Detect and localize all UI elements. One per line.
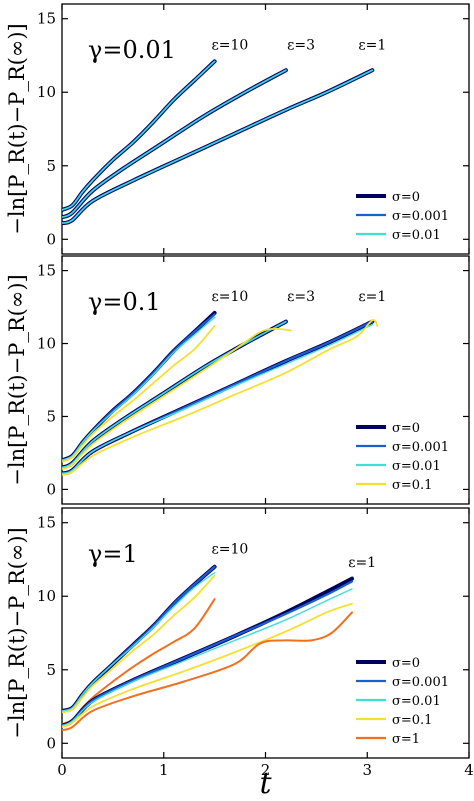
epsilon-annotation: ε=10 — [211, 38, 248, 54]
series-line — [62, 320, 374, 475]
y-axis-label: −ln[P_R(t)−P_R(∞)] — [5, 274, 29, 485]
y-axis-label: −ln[P_R(t)−P_R(∞)] — [5, 527, 29, 738]
legend-label: σ=0 — [392, 656, 420, 671]
legend: σ=0 σ=0.001 σ=0.01 σ=0.1 σ=1 — [356, 656, 449, 747]
legend-label: σ=1 — [392, 732, 420, 747]
series-line — [62, 320, 287, 469]
y-tick-label: 0 — [46, 230, 56, 248]
panel-1: 0 5 10 15 −ln[P_R(t)−P_R(∞)] γ=0.01 ε=10 ε=3 ε=1… — [5, 3, 470, 255]
series-group — [62, 59, 375, 226]
series-line — [62, 327, 292, 470]
series-line — [62, 68, 288, 220]
y-tick-label: 15 — [37, 10, 56, 28]
y-tick-label: 10 — [37, 83, 56, 101]
x-tick-label: 4 — [464, 761, 474, 779]
epsilon-annotation: ε=1 — [358, 38, 386, 54]
y-tick-label: 15 — [37, 514, 56, 532]
epsilon-annotation: ε=1 — [348, 555, 376, 571]
panel-label: γ=1 — [88, 540, 138, 568]
x-tick-label: 0 — [57, 761, 67, 779]
legend-label: σ=0.01 — [392, 694, 441, 709]
series-line — [62, 602, 353, 728]
legend-label: σ=0.01 — [392, 228, 441, 243]
series-line — [62, 316, 216, 461]
legend-label: σ=0.1 — [392, 478, 432, 493]
series-line — [62, 320, 287, 469]
x-tick-label: 2 — [261, 761, 271, 779]
panel-label: γ=0.1 — [88, 288, 161, 316]
panel-2: 0 5 10 15 −ln[P_R(t)−P_R(∞)] γ=0.1 ε=10 ε=3 ε=1 σ… — [5, 255, 470, 505]
series-group — [62, 310, 379, 476]
series-line — [62, 588, 353, 727]
epsilon-annotation: ε=1 — [358, 289, 386, 305]
legend: σ=0 σ=0.001 σ=0.01 — [356, 190, 449, 243]
series-line — [62, 611, 353, 732]
legend-label: σ=0.001 — [392, 440, 449, 455]
series-group — [62, 564, 354, 732]
panel-label: γ=0.01 — [88, 36, 176, 64]
legend-label: σ=0.001 — [392, 209, 449, 224]
series-line — [62, 325, 216, 463]
series-line — [62, 69, 287, 218]
epsilon-annotation: ε=3 — [287, 289, 315, 305]
y-tick-label: 10 — [37, 335, 56, 353]
epsilon-annotation: ε=3 — [287, 38, 315, 54]
series-line — [62, 319, 379, 476]
y-tick-label: 5 — [46, 157, 56, 175]
y-axis-label: −ln[P_R(t)−P_R(∞)] — [5, 23, 29, 234]
epsilon-annotation: ε=10 — [211, 542, 248, 558]
legend-label: σ=0.1 — [392, 713, 432, 728]
x-tick-label: 3 — [362, 761, 372, 779]
x-tick-label: 1 — [159, 761, 169, 779]
y-tick-label: 0 — [46, 480, 56, 498]
epsilon-annotation: ε=10 — [211, 289, 248, 305]
y-tick-label: 0 — [46, 734, 56, 752]
series-line — [62, 574, 216, 714]
legend-label: σ=0.001 — [392, 675, 449, 690]
y-tick-label: 5 — [46, 407, 56, 425]
y-tick-label: 5 — [46, 661, 56, 679]
series-line — [62, 69, 373, 224]
series-line — [62, 319, 288, 470]
series-line — [62, 323, 373, 475]
legend: σ=0 σ=0.001 σ=0.01 σ=0.1 — [356, 421, 449, 493]
panel-3: 0 1 2 3 4 0 5 10 15 −ln[P_R(t)−P_R(∞)] γ=1 ε=10 ε=1 σ… — [5, 507, 474, 801]
series-line — [62, 69, 287, 219]
legend-label: σ=0 — [392, 190, 420, 205]
x-axis-label: t — [259, 766, 272, 801]
legend-label: σ=0 — [392, 421, 420, 436]
legend-label: σ=0.01 — [392, 459, 441, 474]
series-line — [62, 580, 354, 727]
y-tick-label: 15 — [37, 262, 56, 280]
series-line — [62, 572, 216, 712]
series-line — [62, 60, 216, 211]
y-tick-label: 10 — [37, 587, 56, 605]
